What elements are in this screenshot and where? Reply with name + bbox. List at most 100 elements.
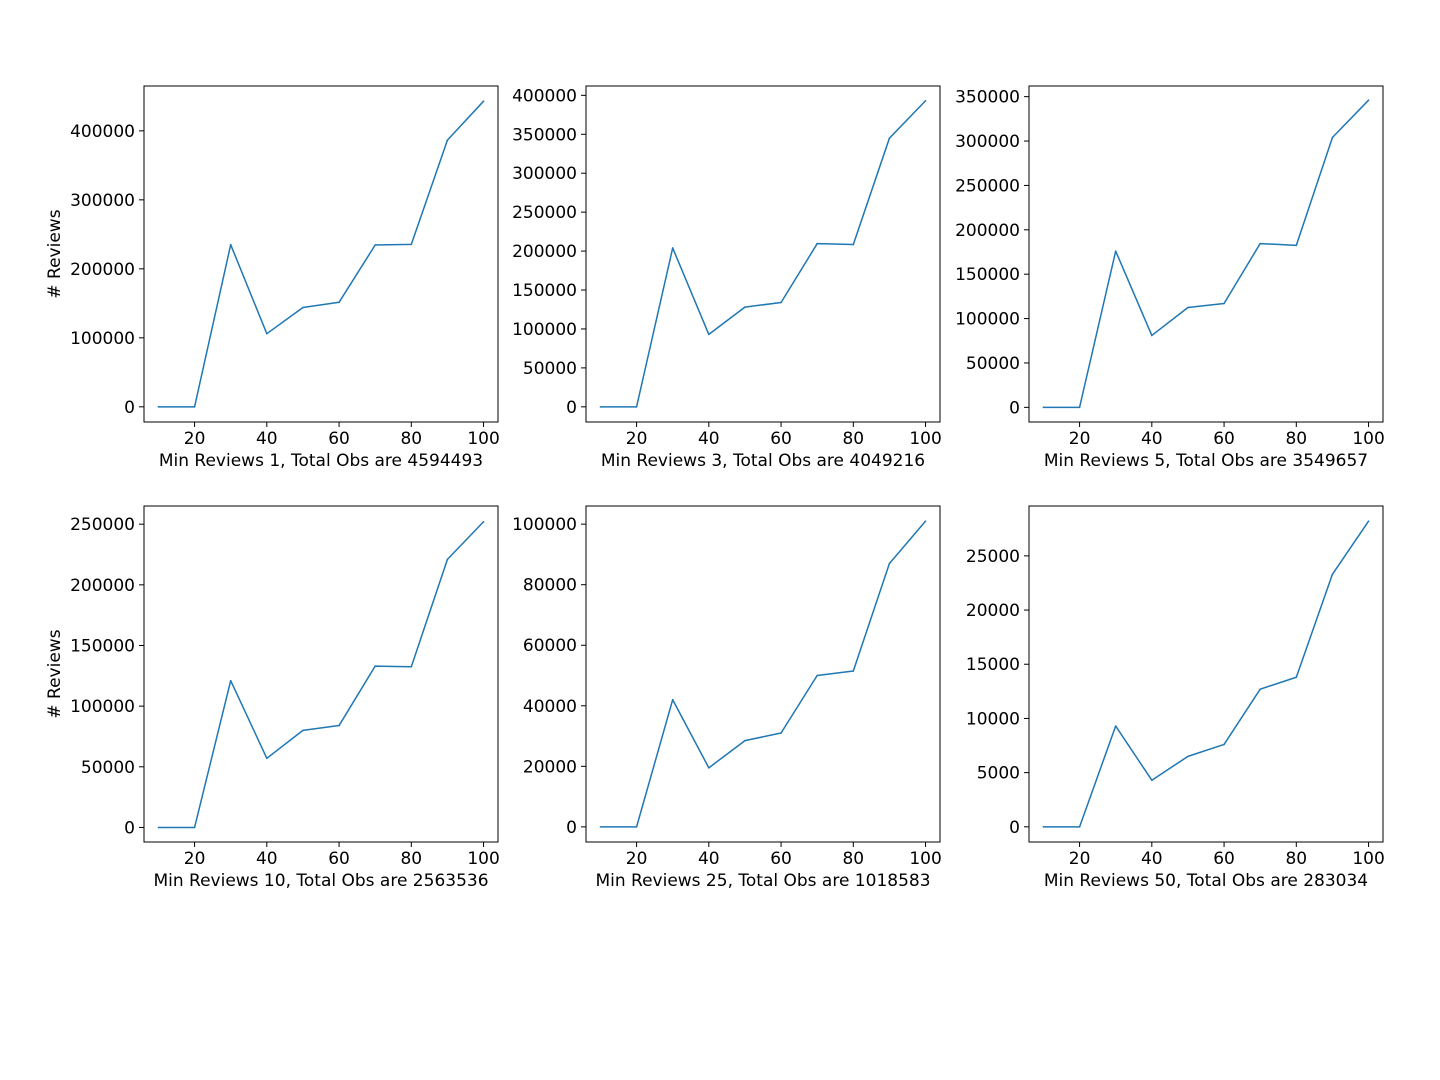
subplot-1: 20 40 60 80 100 0 100000 200000 300000 400000 Min …	[45, 85, 500, 471]
x-axis-label: Min Reviews 5, Total Obs are 3549657	[1044, 451, 1368, 471]
data-point	[708, 767, 710, 769]
data-point	[780, 301, 782, 304]
y-tick-label: 200000	[512, 242, 577, 262]
data-point	[193, 406, 196, 408]
data-point	[1151, 779, 1153, 782]
x-tick-label: 100	[467, 849, 499, 869]
x-axis-label: Min Reviews 10, Total Obs are 2563536	[153, 871, 488, 891]
y-tick-label: 25000	[966, 547, 1020, 567]
x-tick-label: 100	[467, 429, 499, 449]
series-line	[158, 521, 485, 829]
x-tick-label: 100	[1352, 849, 1384, 869]
data-point	[1331, 136, 1334, 139]
y-tick-label: 0	[124, 818, 135, 838]
y-tick-label: 250000	[512, 203, 577, 223]
data-point	[1042, 406, 1045, 409]
axes-frame	[585, 505, 941, 843]
y-tick-label: 0	[566, 818, 577, 838]
data-point	[1295, 676, 1298, 679]
data-point	[708, 333, 710, 336]
data-point	[816, 242, 818, 245]
data-point	[1114, 725, 1117, 727]
data-point	[229, 243, 232, 246]
y-tick-label: 40000	[523, 697, 577, 717]
data-point	[157, 406, 160, 408]
y-axis-label: # Reviews	[45, 629, 65, 718]
axes-frame	[143, 505, 499, 843]
y-tick-label: 200000	[955, 221, 1020, 241]
subplot-4: 20 40 60 80 100 0 50000 100000 150000 200000 25000…	[45, 505, 500, 891]
x-tick-label: 20	[626, 849, 648, 869]
y-tick-label: 200000	[70, 576, 135, 596]
data-point	[338, 301, 340, 304]
y-tick-label: 250000	[70, 515, 135, 535]
y-tick-label: 20000	[966, 601, 1020, 621]
data-point	[744, 739, 746, 742]
x-tick-label: 60	[1213, 849, 1235, 869]
y-tick-label: 80000	[523, 576, 577, 596]
y-tick-label: 0	[1009, 398, 1020, 418]
y-tick-label: 350000	[512, 125, 577, 145]
data-point	[1187, 755, 1189, 758]
x-tick-label: 80	[400, 429, 422, 449]
x-tick-label: 20	[184, 429, 206, 449]
subplot-2: 20 40 60 80 100 0 50000 100000 150000 200000 25000…	[512, 85, 942, 471]
data-point	[599, 826, 602, 828]
y-tick-label: 350000	[955, 88, 1020, 108]
y-tick-label: 400000	[512, 86, 577, 106]
data-point	[1042, 826, 1045, 828]
data-point	[1151, 334, 1153, 337]
x-tick-label: 80	[400, 849, 422, 869]
subplot-6: 20 40 60 80 100 0 5000 10000 15000 20000 25000 Min …	[966, 505, 1385, 891]
data-point	[446, 139, 449, 141]
series-line	[600, 520, 927, 828]
data-point	[1078, 826, 1081, 828]
y-tick-label: 100000	[955, 310, 1020, 330]
data-point	[1223, 302, 1225, 305]
x-tick-label: 80	[1285, 429, 1307, 449]
data-point	[852, 243, 855, 246]
x-tick-label: 40	[256, 429, 278, 449]
data-point	[1259, 242, 1261, 245]
subplot-3: 20 40 60 80 100 0 50000 100000 150000 200000 25000…	[955, 85, 1385, 471]
series-line	[158, 100, 485, 408]
y-tick-label: 300000	[955, 132, 1020, 152]
y-tick-label: 100000	[512, 320, 577, 340]
x-tick-label: 40	[698, 849, 720, 869]
y-tick-label: 100000	[512, 515, 577, 535]
x-tick-label: 20	[184, 849, 206, 869]
y-tick-label: 400000	[70, 122, 135, 142]
x-tick-label: 100	[909, 849, 941, 869]
axes-frame	[1028, 505, 1384, 843]
x-tick-label: 40	[698, 429, 720, 449]
y-tick-label: 50000	[81, 758, 135, 778]
series-line	[1043, 520, 1370, 828]
data-point	[482, 100, 485, 102]
y-tick-label: 5000	[977, 764, 1020, 784]
data-point	[157, 826, 160, 829]
data-point	[302, 306, 304, 309]
x-tick-label: 40	[256, 849, 278, 869]
y-tick-label: 50000	[966, 354, 1020, 374]
data-point	[1367, 99, 1370, 102]
y-tick-label: 250000	[955, 176, 1020, 196]
data-point	[1367, 520, 1370, 522]
data-point	[1078, 406, 1081, 409]
data-point	[635, 826, 638, 828]
axes-frame	[1028, 85, 1384, 423]
x-tick-label: 60	[1213, 429, 1235, 449]
series-line	[600, 100, 927, 408]
data-point	[446, 558, 449, 561]
y-tick-label: 50000	[523, 359, 577, 379]
x-tick-label: 40	[1141, 849, 1163, 869]
data-point	[671, 698, 674, 701]
data-point	[1223, 743, 1225, 746]
data-point	[599, 406, 602, 408]
x-tick-label: 60	[770, 849, 792, 869]
x-tick-label: 80	[1285, 849, 1307, 869]
y-axis-label: # Reviews	[45, 209, 65, 298]
y-tick-label: 100000	[70, 697, 135, 717]
data-point	[374, 244, 376, 246]
data-point	[302, 729, 304, 732]
